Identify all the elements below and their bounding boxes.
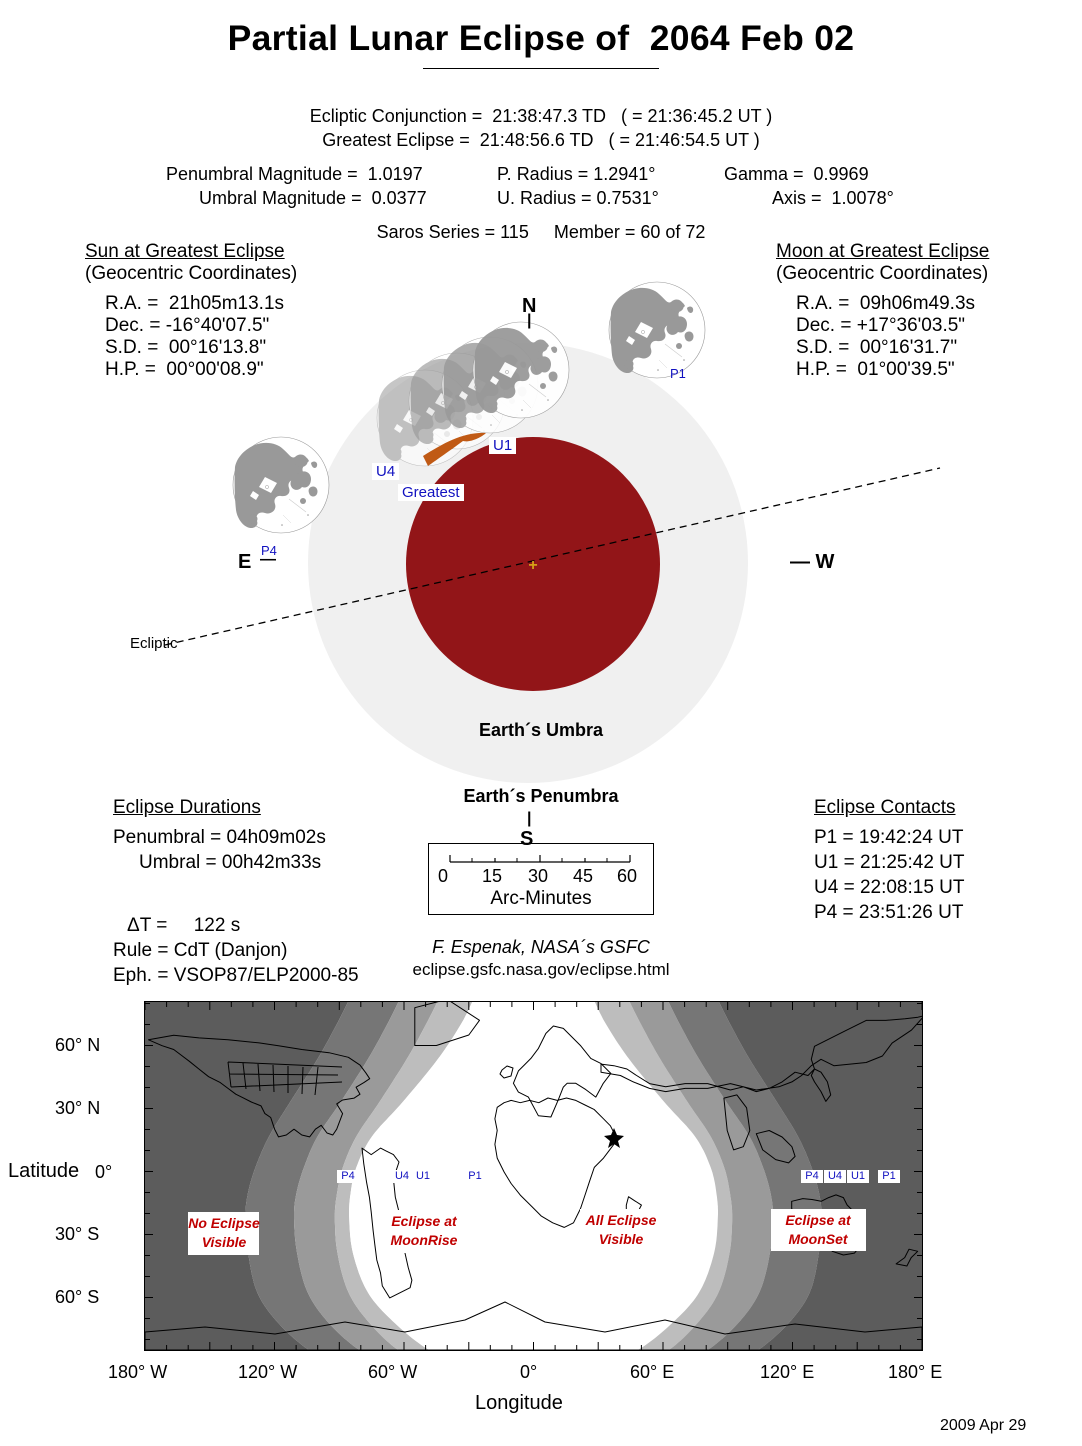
svg-text:MoonRise: MoonRise <box>391 1232 458 1248</box>
svg-text:P1: P1 <box>468 1170 481 1182</box>
svg-text:U1: U1 <box>416 1170 430 1182</box>
svg-text:U4: U4 <box>828 1170 842 1182</box>
svg-text:MoonSet: MoonSet <box>788 1231 848 1247</box>
svg-text:U4: U4 <box>395 1170 409 1182</box>
svg-text:P1: P1 <box>882 1170 895 1182</box>
svg-text:Eclipse at: Eclipse at <box>391 1213 458 1229</box>
svg-text:P4: P4 <box>805 1170 818 1182</box>
svg-text:P4: P4 <box>341 1170 354 1182</box>
svg-text:U1: U1 <box>851 1170 865 1182</box>
svg-text:Visible: Visible <box>202 1234 247 1250</box>
svg-text:No Eclipse: No Eclipse <box>188 1215 260 1231</box>
svg-text:Visible: Visible <box>599 1231 644 1247</box>
svg-text:Eclipse at: Eclipse at <box>785 1212 852 1228</box>
svg-text:All Eclipse: All Eclipse <box>585 1212 657 1228</box>
